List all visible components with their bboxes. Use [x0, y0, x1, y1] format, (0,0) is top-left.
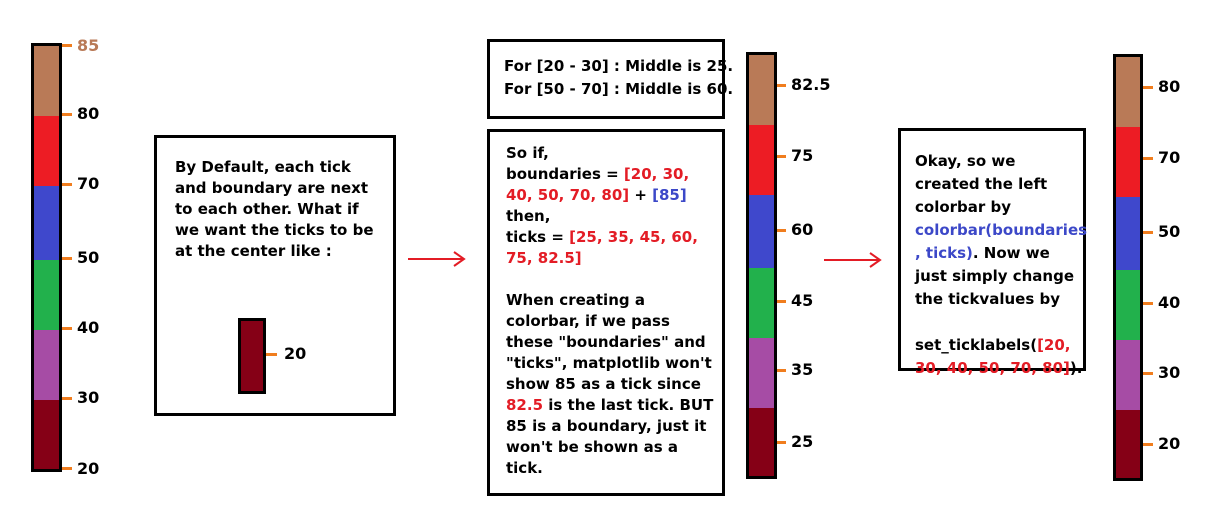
- box3-text: So if, boundaries = [20, 30, 40, 50, 70,…: [506, 143, 718, 479]
- extra-boundary: [85]: [652, 186, 687, 204]
- segment-30-40: [34, 330, 59, 400]
- box4-text: Okay, so we created the left colorbar by…: [915, 150, 1087, 380]
- tick-mark: [1143, 86, 1153, 89]
- midpoint-box: For [20 - 30] : Middle is 25. For [50 - …: [487, 39, 733, 119]
- tick-mark: [62, 397, 72, 400]
- so-if-text: So if,: [506, 144, 549, 162]
- box4-part-1: Okay, so we created the left colorbar by: [915, 152, 1048, 216]
- segment-20-30: [34, 400, 59, 469]
- explanation-box-default: By Default, each tick and boundary are n…: [154, 135, 396, 416]
- call-prefix: set_ticklabels(: [915, 336, 1038, 354]
- tick-mark: [777, 300, 786, 303]
- boundaries-label: boundaries =: [506, 165, 624, 183]
- segment-50-70: [34, 186, 59, 260]
- tick-mark: [62, 44, 72, 47]
- boundaries-ticks-box: So if, boundaries = [20, 30, 40, 50, 70,…: [487, 129, 725, 496]
- tick-label-70: 70: [1158, 148, 1181, 167]
- tick-mark: [777, 229, 786, 232]
- para-part-1: When creating a colorbar, if we pass the…: [506, 291, 712, 393]
- tick-mark: [1143, 302, 1153, 305]
- explanation-paragraph: When creating a colorbar, if we pass the…: [506, 290, 718, 479]
- tick-label-20: 20: [77, 459, 100, 478]
- tick-label-40: 40: [77, 318, 100, 337]
- tick-mark: [266, 353, 277, 356]
- boundaries-value: [20, 30, 40, 50, 70, 80]: [506, 165, 690, 204]
- segment-40-50: [34, 260, 59, 330]
- call-suffix: ).: [1069, 359, 1083, 377]
- tick-mark: [62, 257, 72, 260]
- segment-70-80: [1116, 127, 1140, 197]
- tick-mark: [1143, 231, 1153, 234]
- ticks-value: [25, 35, 45, 60, 75, 82.5]: [506, 228, 698, 267]
- tick-mark: [1143, 372, 1153, 375]
- segment-70-80: [749, 125, 774, 195]
- ticks-label: ticks =: [506, 228, 570, 246]
- tick-label-30: 30: [1158, 363, 1181, 382]
- right-colorbar: [1113, 54, 1143, 481]
- segment-80-85: [1116, 57, 1140, 127]
- call-args: [20, 30, 40, 50, 70, 80]: [915, 336, 1071, 377]
- tick-label-35: 35: [791, 360, 814, 379]
- tick-label-45: 45: [791, 291, 814, 310]
- ticks-line: ticks = [25, 35, 45, 60, 75, 82.5]: [506, 227, 718, 269]
- tick-label-60: 60: [791, 220, 814, 239]
- tick-label-82-5: 82.5: [791, 75, 831, 94]
- tick-label-50: 50: [77, 248, 100, 267]
- tick-label-80: 80: [77, 104, 100, 123]
- tick-mark: [62, 327, 72, 330]
- tick-label-30: 30: [77, 388, 100, 407]
- box4-part-2: . Now we just simply change the tickvalu…: [915, 244, 1075, 308]
- tick-label-85: 85: [77, 36, 100, 55]
- set-ticklabels-box: Okay, so we created the left colorbar by…: [898, 128, 1087, 377]
- tick-mark: [62, 113, 72, 116]
- segment-70-80: [34, 116, 59, 186]
- segment-40-50: [749, 268, 774, 338]
- example-colorbar: [238, 318, 266, 394]
- tick-mark: [777, 84, 786, 87]
- segment-30-40: [1116, 340, 1140, 410]
- segment-20-30: [1116, 410, 1140, 478]
- segment-30-40: [749, 338, 774, 408]
- then-text: then,: [506, 207, 551, 225]
- tick-mark: [1143, 157, 1153, 160]
- arrow-right-icon: [408, 251, 466, 267]
- tick-mark: [777, 369, 786, 372]
- tick-mark: [777, 441, 786, 444]
- tick-label-50: 50: [1158, 222, 1181, 241]
- tick-mark: [62, 467, 72, 470]
- tick-label-70: 70: [77, 174, 100, 193]
- left-colorbar: [31, 43, 62, 472]
- para-highlight: 82.5: [506, 396, 544, 414]
- tick-label-80: 80: [1158, 77, 1181, 96]
- tick-mark: [62, 183, 72, 186]
- tick-mark: [777, 155, 786, 158]
- midpoint-line-1: For [20 - 30] : Middle is 25.: [504, 57, 734, 75]
- segment-80-85: [749, 55, 774, 125]
- segment-80-85: [34, 46, 59, 116]
- segment-50-70: [1116, 197, 1140, 270]
- colorbar-call: colorbar(boundaries , ticks): [915, 221, 1088, 262]
- box1-text: By Default, each tick and boundary are n…: [175, 158, 374, 260]
- set-ticklabels-line: set_ticklabels([20, 30, 40, 50, 70, 80])…: [915, 334, 1083, 380]
- plus-sign: +: [629, 186, 653, 204]
- tick-label-75: 75: [791, 146, 814, 165]
- segment-20-30: [749, 408, 774, 476]
- tick-label-40: 40: [1158, 293, 1181, 312]
- segment-40-50: [1116, 270, 1140, 340]
- boundaries-line: boundaries = [20, 30, 40, 50, 70, 80] + …: [506, 164, 718, 206]
- tick-label-25: 25: [791, 432, 814, 451]
- tick-mark: [1143, 443, 1153, 446]
- example-tick-label: 20: [284, 344, 307, 363]
- segment-50-70: [749, 195, 774, 268]
- para-part-2: is the last tick. BUT 85 is a boundary, …: [506, 396, 714, 477]
- middle-colorbar: [746, 52, 777, 479]
- tick-label-20: 20: [1158, 434, 1181, 453]
- midpoint-line-2: For [50 - 70] : Middle is 60.: [504, 80, 734, 98]
- arrow-right-icon: [824, 252, 882, 268]
